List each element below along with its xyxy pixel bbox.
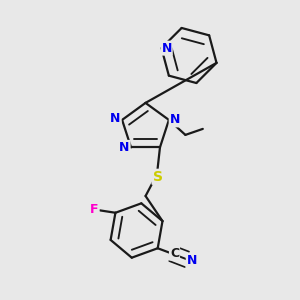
Text: N: N	[161, 42, 172, 55]
Text: N: N	[170, 113, 180, 126]
Text: F: F	[90, 203, 99, 216]
Text: N: N	[110, 112, 121, 125]
Text: S: S	[153, 170, 163, 184]
Text: N: N	[187, 254, 197, 267]
Text: N: N	[119, 141, 130, 154]
Text: C: C	[170, 247, 179, 260]
